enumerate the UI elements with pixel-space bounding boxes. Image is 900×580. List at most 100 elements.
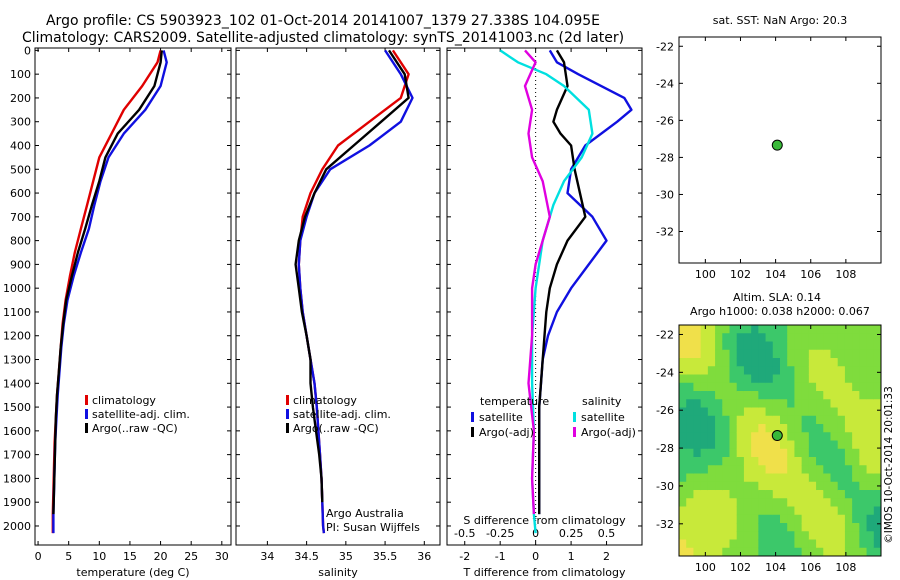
heatmap-cell xyxy=(780,531,788,541)
heatmap-cell xyxy=(736,448,745,458)
heatmap-cell xyxy=(816,523,824,532)
heatmap-cell xyxy=(859,481,868,491)
heatmap-cell xyxy=(866,424,875,433)
heatmap-cell xyxy=(736,424,745,433)
heatmap-cell xyxy=(801,523,810,532)
heatmap-cell xyxy=(830,539,839,549)
heatmap-cell xyxy=(707,399,716,409)
heatmap-cell xyxy=(729,424,738,433)
legend-label: Argo(..raw -QC) xyxy=(92,422,178,435)
heatmap-cell xyxy=(780,399,788,409)
heatmap-cell xyxy=(859,465,868,475)
heatmap-cell xyxy=(780,473,788,483)
heatmap-cell xyxy=(686,440,695,450)
heatmap-cell xyxy=(715,424,723,433)
heatmap-cell xyxy=(700,349,709,359)
x-tick-label: 30 xyxy=(215,550,229,563)
heatmap-cell xyxy=(830,457,839,466)
heatmap-cell xyxy=(679,498,687,508)
heatmap-cell xyxy=(743,374,752,384)
heatmap-cell xyxy=(866,333,875,343)
heatmap-cell xyxy=(844,424,853,433)
heatmap-cell xyxy=(816,531,824,541)
heatmap-cell xyxy=(700,374,709,384)
x-tick-label: 2 xyxy=(603,550,610,563)
heatmap-cell xyxy=(859,531,868,541)
heatmap-cell xyxy=(859,457,868,466)
heatmap-cell xyxy=(722,341,731,351)
heatmap-cell xyxy=(787,448,796,458)
heatmap-cell xyxy=(751,358,759,367)
heatmap-cell xyxy=(751,349,759,359)
heatmap-cell xyxy=(758,490,767,499)
heatmap-cell xyxy=(736,415,745,425)
heatmap-cell xyxy=(765,448,774,458)
heatmap-cell xyxy=(780,547,788,556)
heatmap-cell xyxy=(844,325,853,334)
heatmap-cell xyxy=(823,325,832,334)
heatmap-cell xyxy=(729,506,738,516)
heatmap-cell xyxy=(859,473,868,483)
heatmap-cell xyxy=(686,473,695,483)
heatmap-cell xyxy=(679,448,687,458)
heatmap-cell xyxy=(787,514,796,524)
heatmap-cell xyxy=(765,457,774,466)
heatmap-cell xyxy=(808,415,817,425)
heatmap-cell xyxy=(707,547,716,556)
heatmap-cell xyxy=(794,366,803,376)
heatmap-cell xyxy=(722,539,731,549)
heatmap-cell xyxy=(823,547,832,556)
heatmap-cell xyxy=(743,465,752,475)
heatmap-cell xyxy=(801,547,810,556)
y-tick-label: 1400 xyxy=(3,377,31,390)
series-line-argo---raw--qc- xyxy=(294,49,410,503)
heatmap-cell xyxy=(700,448,709,458)
heatmap-cell xyxy=(700,473,709,483)
heatmap-cell xyxy=(722,424,731,433)
heatmap-cell xyxy=(787,481,796,491)
heatmap-cell xyxy=(873,506,881,516)
heatmap-cell xyxy=(722,547,731,556)
heatmap-cell xyxy=(772,358,781,367)
heatmap-cell xyxy=(679,457,687,466)
heatmap-cell xyxy=(729,481,738,491)
heatmap-cell xyxy=(859,498,868,508)
heatmap-cell xyxy=(794,349,803,359)
heatmap-cell xyxy=(722,333,731,343)
heatmap-cell xyxy=(765,514,774,524)
heatmap-cell xyxy=(794,358,803,367)
heatmap-cell xyxy=(700,490,709,499)
heatmap-cell xyxy=(859,424,868,433)
heatmap-cell xyxy=(700,539,709,549)
heatmap-cell xyxy=(844,358,853,367)
heatmap-cell xyxy=(823,358,832,367)
heatmap-cell xyxy=(873,514,881,524)
heatmap-cell xyxy=(801,465,810,475)
heatmap-cell xyxy=(700,333,709,343)
heatmap-cell xyxy=(844,481,853,491)
heatmap-cell xyxy=(866,473,875,483)
heatmap-cell xyxy=(758,514,767,524)
heatmap-cell xyxy=(736,490,745,499)
heatmap-cell xyxy=(736,341,745,351)
heatmap-cell xyxy=(787,325,796,334)
heatmap-cell xyxy=(679,473,687,483)
heatmap-cell xyxy=(780,465,788,475)
heatmap-cell xyxy=(852,399,860,409)
heatmap-cell xyxy=(693,465,702,475)
heatmap-cell xyxy=(873,448,881,458)
heatmap-cell xyxy=(743,473,752,483)
x-tick-label: 108 xyxy=(835,268,856,281)
heatmap-cell xyxy=(873,374,881,384)
heatmap-cell xyxy=(765,424,774,433)
heatmap-cell xyxy=(700,424,709,433)
plot-layer: 0100200300400500600700800900100011001200… xyxy=(3,14,882,579)
heatmap-cell xyxy=(873,333,881,343)
heatmap-cell xyxy=(830,523,839,532)
x-tick-label: 104 xyxy=(765,561,786,574)
heatmap-cell xyxy=(844,432,853,442)
heatmap-cell xyxy=(700,415,709,425)
y-tick-label: 800 xyxy=(10,235,31,248)
heatmap-cell xyxy=(816,473,824,483)
heatmap-cell xyxy=(837,399,846,409)
